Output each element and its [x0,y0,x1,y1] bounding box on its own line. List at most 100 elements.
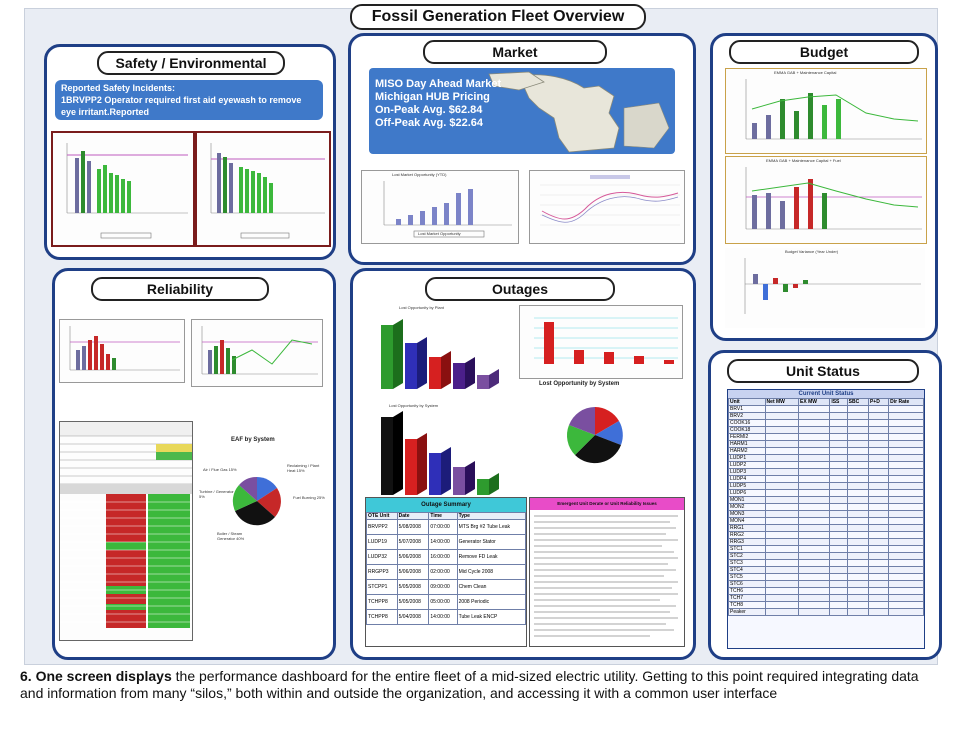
unit-status-unit-cell: MON4 [728,517,766,525]
unit-status-row: MON2 [728,503,924,511]
unit-status-value-cell [846,538,869,546]
unit-status-value-cell [798,468,831,476]
market-price-chart-svg [540,175,680,226]
market-panel: Market MISO Day Ahead Market Michigan HU… [348,33,696,265]
unit-status-value-cell [829,454,848,462]
unit-status-value-cell [888,580,924,588]
outages-bar1-svg [381,319,499,389]
reliability-pie-svg [232,476,281,526]
unit-status-value-cell [798,538,831,546]
unit-status-value-cell [867,496,890,504]
unit-status-value-cell [888,538,924,546]
outage-summary-header-cell: Time [428,512,458,520]
reliability-pie-label-air: Air / Flue Gas 15% [203,467,237,472]
unit-status-value-cell [846,405,869,413]
reliability-eaf-table [59,421,193,641]
unit-status-value-cell [798,587,831,595]
unit-status-table: Current Unit Status Unit Net MW EX MW ISS SB… [727,389,925,649]
unit-status-value-cell [798,503,831,511]
unit-status-row: LUDP5 [728,482,924,490]
unit-status-value-cell [867,538,890,546]
unit-status-value-cell [888,482,924,490]
safety-incident-heading: Reported Safety Incidents: [61,83,176,93]
unit-status-value-cell [764,524,800,532]
unit-status-value-cell [867,559,890,567]
outage-summary-header-row: OTE Unit Date Time Type [366,512,527,520]
unit-status-value-cell [867,503,890,511]
unit-status-value-cell [829,461,848,469]
unit-status-value-cell [867,587,890,595]
unit-status-row: TCH6 [728,587,924,595]
unit-status-value-cell [867,510,890,518]
unit-status-row: BRV1 [728,405,924,413]
unit-status-value-cell [829,538,848,546]
unit-status-value-cell [764,426,800,434]
unit-status-unit-cell: RRG1 [728,524,766,532]
unit-status-row: HARM1 [728,440,924,448]
unit-status-value-cell [867,552,890,560]
unit-status-value-cell [846,503,869,511]
unit-status-value-cell [764,517,800,525]
unit-status-value-cell [764,552,800,560]
unit-status-value-cell [829,587,848,595]
market-line-1: MISO Day Ahead Market [375,78,502,90]
outage-summary-cell: Tube Leak ENCP [456,609,527,625]
unit-status-unit-cell: LUDP5 [728,482,766,490]
unit-status-value-cell [829,433,848,441]
outages-3d-bar-plant: Lost Opportunity by Plant [359,303,509,403]
outage-summary-cell: 02:00:00 [428,564,458,580]
market-line-4: Off-Peak Avg. $22.64 [375,117,484,129]
outage-summary-cell: RRGPP3 [366,564,398,580]
outage-summary-row: TCHPP8 5/04/2008 14:00:00 Tube Leak ENCP [366,609,527,625]
outages-bar-chart [519,305,683,379]
unit-status-value-cell [846,489,869,497]
budget-chart-1-title: EMMA GAB + Maintenance Capital [774,70,837,75]
unit-status-value-cell [888,405,924,413]
unit-status-value-cell [829,482,848,490]
unit-status-value-cell [867,517,890,525]
reliability-title: Reliability [91,277,269,301]
unit-status-value-cell [888,594,924,602]
unit-status-value-cell [829,545,848,553]
unit-status-unit-cell: RRG3 [728,538,766,546]
outage-summary-rows: OTE Unit Date Time Type BRVPP2 5/08/2008 07:00… [366,512,527,625]
reliability-chart-2-svg [201,326,318,375]
outages-bar1-title: Lost Opportunity by Plant [399,305,444,310]
outage-summary-row: RRGPP3 5/06/2008 02:00:00 Mid Cycle 2008 [366,564,527,580]
unit-status-value-cell [888,454,924,462]
outage-summary-cell: 14:00:00 [428,534,458,550]
unit-status-unit-cell: LUDP4 [728,475,766,483]
unit-status-value-cell [888,524,924,532]
unit-status-value-cell [764,510,800,518]
unit-status-value-cell [764,608,800,616]
unit-status-unit-cell: RRG2 [728,531,766,539]
unit-status-row: STC6 [728,580,924,588]
unit-status-unit-cell: BRV2 [728,412,766,420]
unit-status-value-cell [846,496,869,504]
unit-status-value-cell [798,559,831,567]
unit-status-row: LUDP4 [728,475,924,483]
reliability-pie-label-turbine: Turbine / Generator 5% [199,489,234,499]
unit-status-unit-cell: TCH6 [728,587,766,595]
outage-summary-cell: Chem Clean [456,579,527,595]
unit-status-value-cell [798,524,831,532]
unit-status-unit-cell: HARM1 [728,440,766,448]
unit-status-value-cell [846,510,869,518]
unit-status-row: STC2 [728,552,924,560]
outage-summary-cell: 2008 Periodic [456,594,527,610]
unit-status-header-cell: SBC [846,398,869,406]
unit-status-value-cell [829,405,848,413]
unit-status-unit-cell: TCH7 [728,594,766,602]
unit-status-value-cell [764,447,800,455]
unit-status-value-cell [764,419,800,427]
unit-status-value-cell [867,412,890,420]
unit-status-value-cell [846,559,869,567]
unit-status-value-cell [829,594,848,602]
unit-status-row: RRG1 [728,524,924,532]
outages-bar-chart-svg [534,317,678,364]
unit-status-value-cell [798,573,831,581]
unit-status-row: TCH7 [728,594,924,602]
unit-status-unit-cell: STC1 [728,545,766,553]
budget-variance-chart: Budget Variance (Year Under) [725,248,925,328]
market-price-chart [529,170,685,244]
